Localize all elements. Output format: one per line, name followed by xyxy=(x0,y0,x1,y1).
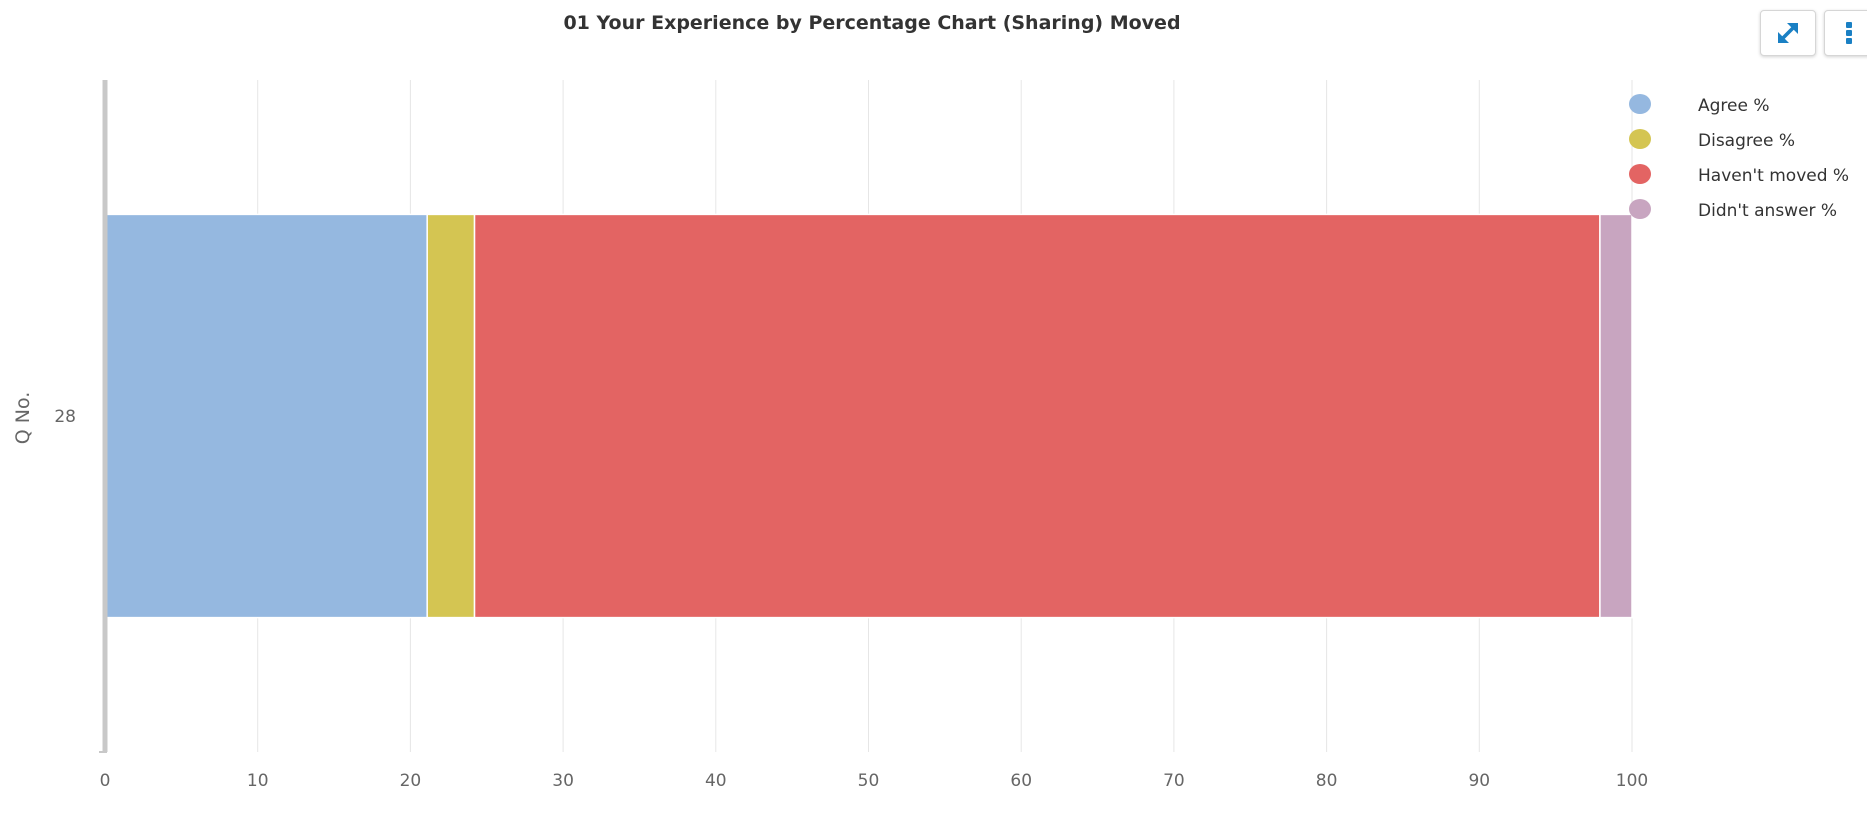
legend-item[interactable]: Disagree % xyxy=(1629,129,1795,151)
x-tick-label: 70 xyxy=(1163,771,1185,791)
x-tick-label: 80 xyxy=(1316,771,1338,791)
x-tick-label: 50 xyxy=(858,771,880,791)
y-axis-title: Q No. xyxy=(12,392,34,445)
x-tick-label: 40 xyxy=(705,771,727,791)
bar-segment-agree[interactable] xyxy=(104,213,428,619)
legend-label: Disagree % xyxy=(1698,131,1795,151)
y-tick-label: 28 xyxy=(54,407,76,427)
legend-item[interactable]: Haven't moved % xyxy=(1629,164,1849,186)
legend-label: Haven't moved % xyxy=(1698,166,1849,186)
bar-segment-didn-t-answer[interactable] xyxy=(1599,213,1633,619)
legend-marker xyxy=(1629,129,1651,149)
legend-item[interactable]: Didn't answer % xyxy=(1629,199,1837,221)
y-axis-ticks: 28 xyxy=(54,407,76,427)
bar-segment-haven-t-moved[interactable] xyxy=(473,213,1601,619)
x-tick-label: 10 xyxy=(247,771,269,791)
x-tick-label: 60 xyxy=(1010,771,1032,791)
bar-series xyxy=(104,213,1633,619)
bar-segment-disagree[interactable] xyxy=(426,213,476,619)
legend-marker xyxy=(1629,94,1651,114)
x-tick-label: 0 xyxy=(100,771,111,791)
x-axis-ticks: 0 10 20 30 40 50 60 70 80 90 100 xyxy=(100,771,1649,791)
chart-menu-button[interactable] xyxy=(1824,10,1867,56)
vertical-dots-icon xyxy=(1846,22,1852,44)
legend-label: Agree % xyxy=(1698,96,1770,116)
axes xyxy=(99,80,108,753)
x-tick-label: 20 xyxy=(400,771,422,791)
x-tick-label: 30 xyxy=(552,771,574,791)
expand-button[interactable] xyxy=(1760,10,1816,56)
legend: Agree % Disagree % Haven't moved % Didn't a… xyxy=(1629,94,1849,221)
legend-label: Didn't answer % xyxy=(1698,201,1837,221)
x-tick-label: 90 xyxy=(1468,771,1490,791)
legend-marker xyxy=(1629,199,1651,219)
legend-item[interactable]: Agree % xyxy=(1629,94,1770,116)
chart-title: 01 Your Experience by Percentage Chart (… xyxy=(563,12,1180,34)
legend-marker xyxy=(1629,164,1651,184)
expand-arrows-icon xyxy=(1778,23,1798,43)
x-tick-label: 100 xyxy=(1616,771,1648,791)
